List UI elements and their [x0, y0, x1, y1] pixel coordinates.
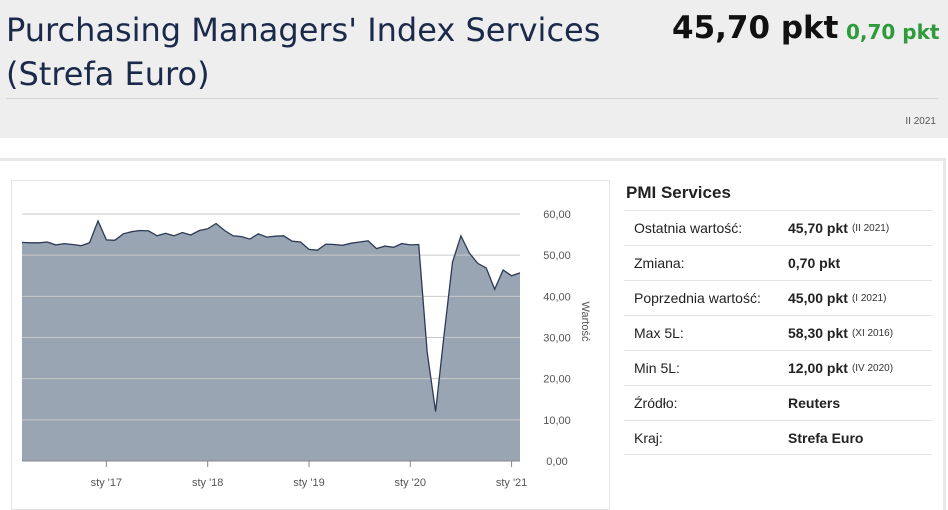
info-box-title: PMI Services — [626, 183, 731, 202]
info-row-label: Min 5L: — [634, 360, 680, 376]
info-row-date: (IV 2020) — [851, 362, 894, 374]
series-line — [21, 219, 521, 412]
x-tick-label: sty '21 — [496, 477, 527, 489]
info-row-value: 0,70 pkt — [788, 255, 841, 271]
chart-container: 60,00 50,00 40,00 30,00 20,00 10,00 0,00 sty '1… — [11, 180, 610, 510]
y-tick-label: 60,00 — [543, 209, 571, 221]
content-panel — [0, 158, 946, 510]
info-row-date: (I 2021) — [851, 292, 887, 304]
area-fill — [22, 221, 520, 461]
x-tick-label: sty '20 — [395, 477, 426, 489]
info-box: PMI Services Ostatnia wartość: 45,70 pkt(… — [624, 180, 932, 455]
y-tick-label: 50,00 — [543, 250, 571, 262]
x-tick-label: sty '18 — [192, 477, 223, 489]
info-row: Poprzednia wartość: 45,00 pkt (I 2021) — [624, 280, 932, 315]
info-row-value: 12,00 pkt — [788, 360, 848, 376]
info-row-label: Zmiana: — [634, 255, 685, 271]
value-change: 0,70 pkt — [846, 20, 940, 44]
info-row-value: 58,30 pkt — [788, 325, 848, 341]
info-row-value: 45,00 pkt — [788, 290, 848, 306]
y-tick-label: 10,00 — [543, 415, 571, 427]
info-row-value: Reuters — [788, 395, 841, 411]
info-row-label: Ostatnia wartość: — [634, 220, 743, 236]
y-axis-label: Wartość — [579, 302, 591, 342]
x-tick-label: sty '17 — [91, 477, 122, 489]
y-tick-label: 0,00 — [546, 456, 567, 468]
y-tick-label: 30,00 — [543, 333, 571, 345]
info-row-date: (XI 2016) — [851, 327, 894, 339]
info-row: Zmiana: 0,70 pkt — [624, 245, 932, 280]
info-row: Źródło: Reuters — [624, 385, 932, 420]
header-divider — [6, 98, 938, 99]
info-row: Max 5L: 58,30 pkt (XI 2016) — [624, 315, 932, 350]
current-value: 45,70 pkt — [672, 10, 839, 46]
x-tick-label: sty '19 — [293, 477, 324, 489]
info-row-value: Strefa Euro — [788, 429, 864, 446]
info-row-value: 45,70 pkt — [788, 220, 848, 236]
info-rows: Ostatnia wartość: 45,70 pkt (II 2021) Zmian… — [624, 210, 932, 455]
info-row: Min 5L: 12,00 pkt (IV 2020) — [624, 350, 932, 385]
info-row: Kraj: Strefa Euro — [624, 420, 932, 455]
info-row-label: Max 5L: — [634, 325, 684, 341]
page-title: Purchasing Managers' Index Services (Str… — [6, 11, 601, 93]
info-row-label: Kraj: — [634, 429, 663, 446]
header: Purchasing Managers' Index Services (Str… — [0, 0, 948, 138]
info-row-date: (II 2021) — [851, 222, 890, 234]
info-row-label: Źródło: — [634, 395, 678, 411]
info-row: Ostatnia wartość: 45,70 pkt (II 2021) — [624, 210, 932, 245]
period-label: II 2021 — [905, 116, 936, 127]
y-tick-label: 40,00 — [543, 291, 571, 303]
info-row-label: Poprzednia wartość: — [634, 290, 761, 306]
y-tick-label: 20,00 — [543, 374, 571, 386]
pmi-chart: 60,00 50,00 40,00 30,00 20,00 10,00 0,00 sty '1… — [21, 209, 591, 489]
